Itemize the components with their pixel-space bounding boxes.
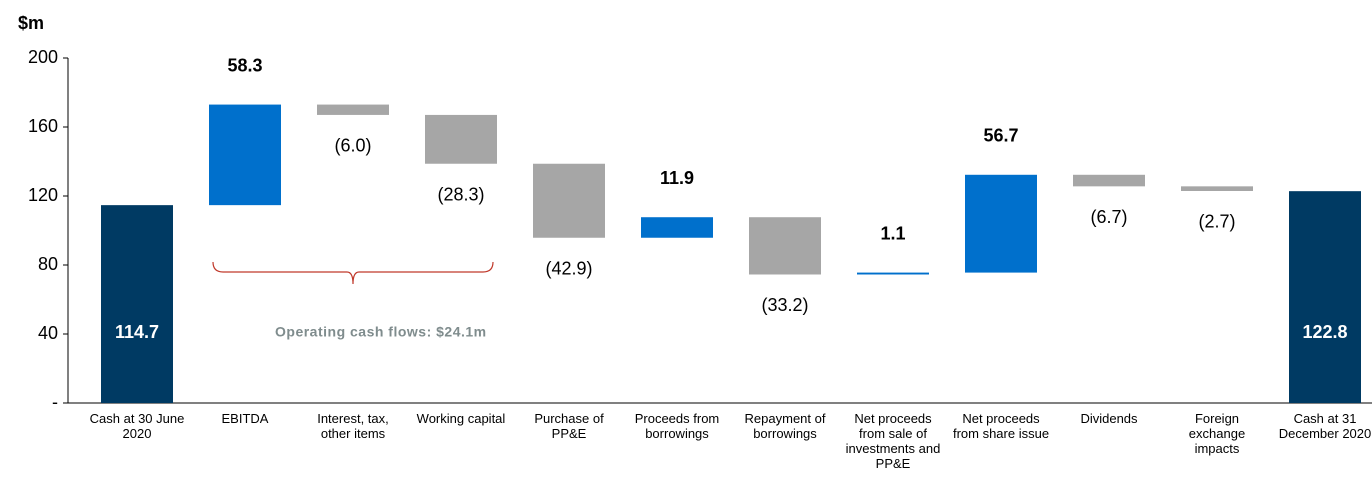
value-label: (28.3) xyxy=(437,184,484,204)
x-tick-label: Purchase of PP&E xyxy=(534,411,604,441)
x-tick-label: Proceeds from borrowings xyxy=(634,411,720,441)
y-axis-unit: $m xyxy=(18,13,44,33)
bar xyxy=(1073,174,1145,187)
value-label: (42.9) xyxy=(545,258,592,278)
x-tick-label: Repayment of borrowings xyxy=(744,411,826,441)
bar xyxy=(209,104,281,206)
value-label: 11.9 xyxy=(660,168,694,188)
value-label: (6.0) xyxy=(334,136,371,156)
bar xyxy=(533,163,605,238)
bar xyxy=(857,272,929,275)
bar xyxy=(965,174,1037,273)
y-tick-label: - xyxy=(52,392,58,412)
x-tick-label: Dividends xyxy=(1080,411,1138,426)
x-tick-label: Cash at 30 June 2020 xyxy=(89,411,185,441)
y-tick-label: 160 xyxy=(28,116,58,136)
y-tick-label: 80 xyxy=(38,254,58,274)
value-label: (6.7) xyxy=(1090,207,1127,227)
x-tick-label: EBITDA xyxy=(221,411,269,426)
bar xyxy=(317,104,389,115)
value-label: (33.2) xyxy=(761,295,808,315)
bar xyxy=(749,217,821,275)
value-label: 1.1 xyxy=(880,223,905,243)
bar xyxy=(1181,186,1253,191)
bar xyxy=(425,114,497,164)
bracket xyxy=(212,261,494,285)
value-label: (2.7) xyxy=(1198,212,1235,232)
value-label: 58.3 xyxy=(227,55,262,75)
x-tick-label: Interest, tax, other items xyxy=(317,411,389,441)
value-label: 56.7 xyxy=(983,126,1018,146)
value-label: 114.7 xyxy=(115,322,159,342)
x-tick-label: Working capital xyxy=(416,411,506,426)
bar xyxy=(101,205,173,403)
value-label: 122.8 xyxy=(1302,322,1347,342)
y-tick-label: 40 xyxy=(38,323,58,343)
x-tick-label: Cash at 31 December 2020 xyxy=(1278,411,1372,441)
annotation: Operating cash flows: $24.1m xyxy=(275,324,487,340)
x-tick-label: Net proceeds from share issue xyxy=(952,411,1050,441)
x-tick-label: Net proceeds from sale of investments an… xyxy=(845,411,941,471)
bar xyxy=(1289,191,1361,403)
x-tick-label: Foreign exchange impacts xyxy=(1188,411,1246,456)
y-tick-label: 120 xyxy=(28,185,58,205)
y-tick-label: 200 xyxy=(28,47,58,67)
bar xyxy=(641,217,713,238)
